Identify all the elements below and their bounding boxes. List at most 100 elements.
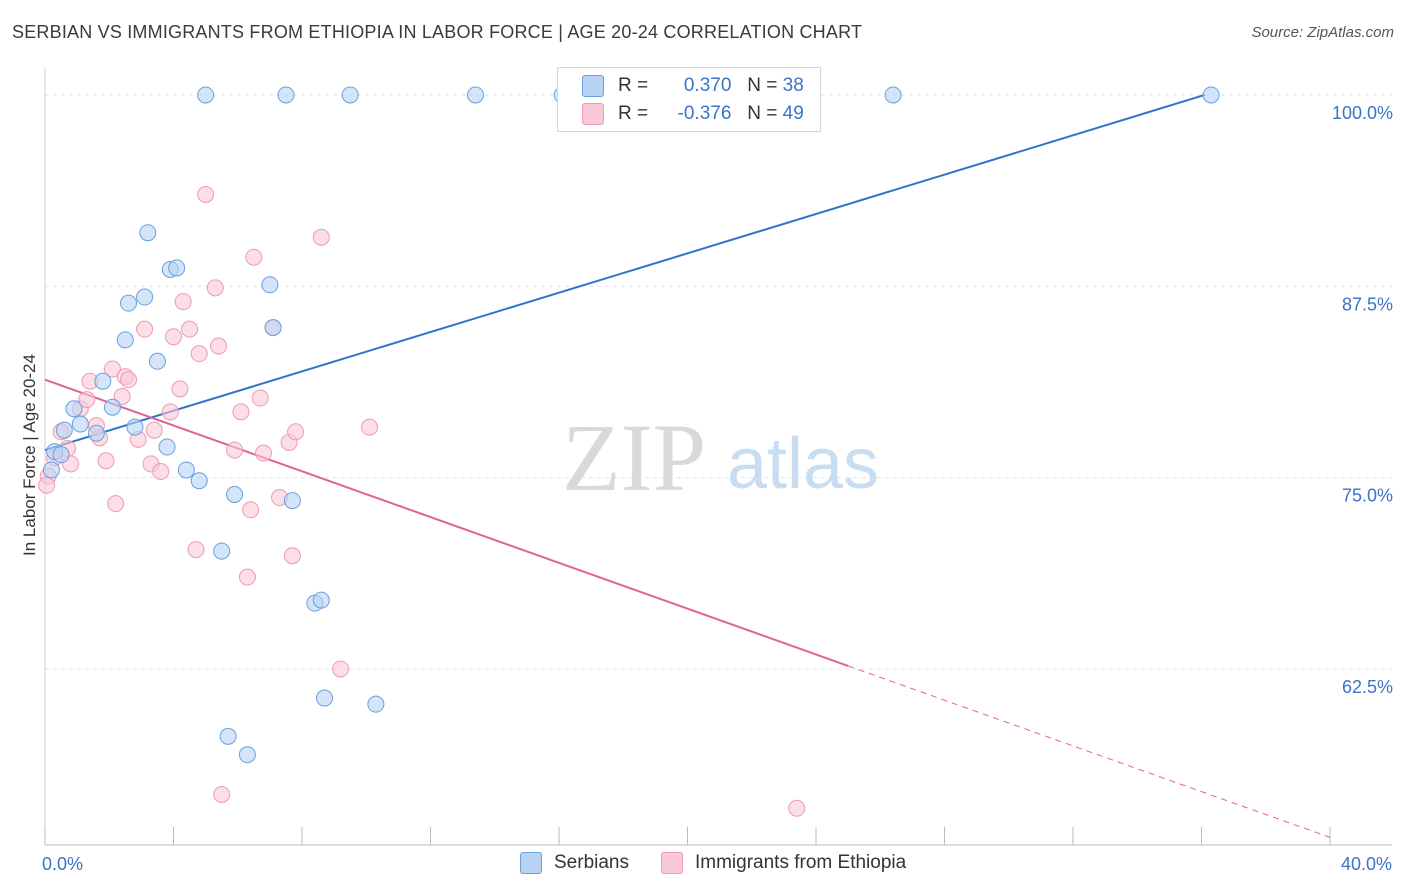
point-serbians [52,446,70,464]
point-ethiopia [113,388,131,406]
x-tick-label: 0.0% [42,854,83,874]
point-ethiopia [78,391,96,409]
point-serbians [65,400,83,418]
point-ethiopia [287,423,305,441]
watermark: ZIP atlas [562,404,879,511]
chart-title: SERBIAN VS IMMIGRANTS FROM ETHIOPIA IN L… [12,22,863,42]
legend-label-ethiopia: Immigrants from Ethiopia [695,852,907,873]
point-ethiopia [120,371,138,389]
point-serbians [87,424,105,442]
point-serbians [197,86,215,104]
legend-item-serbians: Serbians [520,852,629,874]
data-points [38,86,1220,817]
point-serbians [103,398,121,416]
point-ethiopia [254,444,272,462]
point-ethiopia [206,279,224,297]
point-serbians [213,542,231,560]
point-serbians [264,319,282,337]
point-serbians [238,746,256,764]
point-ethiopia [97,452,115,470]
legend-r-label: R = [618,103,649,124]
watermark-atlas: atlas [727,424,879,504]
point-ethiopia [174,293,192,311]
point-serbians [226,485,244,503]
point-ethiopia [190,345,208,363]
point-ethiopia [232,403,250,421]
point-serbians [1202,86,1220,104]
y-tick-label: 62.5% [1342,677,1393,697]
point-serbians [884,86,902,104]
point-serbians [261,276,279,294]
legend-n-value-serbians: 38 [782,75,804,96]
point-ethiopia [332,660,350,678]
point-ethiopia [197,185,215,203]
legend-swatch-serbians [582,75,604,97]
point-ethiopia [107,495,125,513]
legend-item-ethiopia: Immigrants from Ethiopia [661,852,906,874]
trend-line-serbians [44,94,1206,452]
legend-swatch-ethiopia [661,852,683,874]
point-serbians [466,86,484,104]
legend-r-value-ethiopia: -0.376 [677,103,732,124]
point-ethiopia [103,360,121,378]
point-serbians [168,259,186,277]
point-ethiopia [238,568,256,586]
point-ethiopia [152,463,170,481]
point-serbians [367,695,385,713]
point-ethiopia [136,320,154,338]
legend-n-label: N = [747,75,778,96]
point-ethiopia [242,501,260,519]
point-ethiopia [209,337,227,355]
point-serbians [158,438,176,456]
legend-n-value-ethiopia: 49 [782,103,804,124]
point-ethiopia [171,380,189,398]
point-serbians [190,472,208,490]
legend-row-serbians: R = 0.370 N = 38 [582,73,804,99]
point-ethiopia [245,248,263,266]
legend-label-serbians: Serbians [554,852,629,873]
point-ethiopia [360,418,378,436]
point-ethiopia [145,421,163,439]
trend-lines [44,94,1331,838]
point-serbians [177,461,195,479]
legend-n-label: N = [747,103,778,124]
point-ethiopia [187,541,205,559]
point-serbians [312,591,330,609]
axes [44,68,1392,846]
legend-swatch-ethiopia [582,103,604,125]
legend-r-value-serbians: 0.370 [683,75,732,96]
y-axis-label: In Labor Force | Age 20-24 [20,354,39,556]
point-ethiopia [161,403,179,421]
y-tick-label: 75.0% [1342,486,1393,506]
point-serbians [55,421,73,439]
point-ethiopia [165,328,182,346]
tick-labels: 100.0% 87.5% 75.0% 62.5% 0.0% 40.0% [42,103,1393,874]
point-serbians [136,288,154,306]
point-ethiopia [283,547,301,565]
point-ethiopia [38,476,56,494]
x-tick-label: 40.0% [1341,854,1392,874]
stats-legend: R = 0.370 N = 38 R = -0.376 N = 49 [557,67,821,132]
point-serbians [120,294,138,312]
point-serbians [315,689,333,707]
point-serbians [116,331,134,349]
point-ethiopia [226,441,244,459]
source-credit: Source: ZipAtlas.com [1251,24,1394,41]
point-serbians [341,86,359,104]
point-serbians [94,372,112,390]
legend-r-label: R = [618,75,649,96]
point-ethiopia [251,389,269,407]
point-serbians [71,415,89,433]
point-serbians [139,224,157,242]
point-serbians [148,352,166,370]
point-serbians [283,492,301,510]
trend-line-ethiopia [44,378,849,667]
point-ethiopia [788,799,806,817]
point-serbians [42,461,60,479]
point-serbians [277,86,295,104]
series-legend: Serbians Immigrants from Ethiopia [0,852,1406,878]
point-serbians [126,418,144,436]
legend-swatch-serbians [520,852,542,874]
legend-row-ethiopia: R = -0.376 N = 49 [582,101,804,127]
